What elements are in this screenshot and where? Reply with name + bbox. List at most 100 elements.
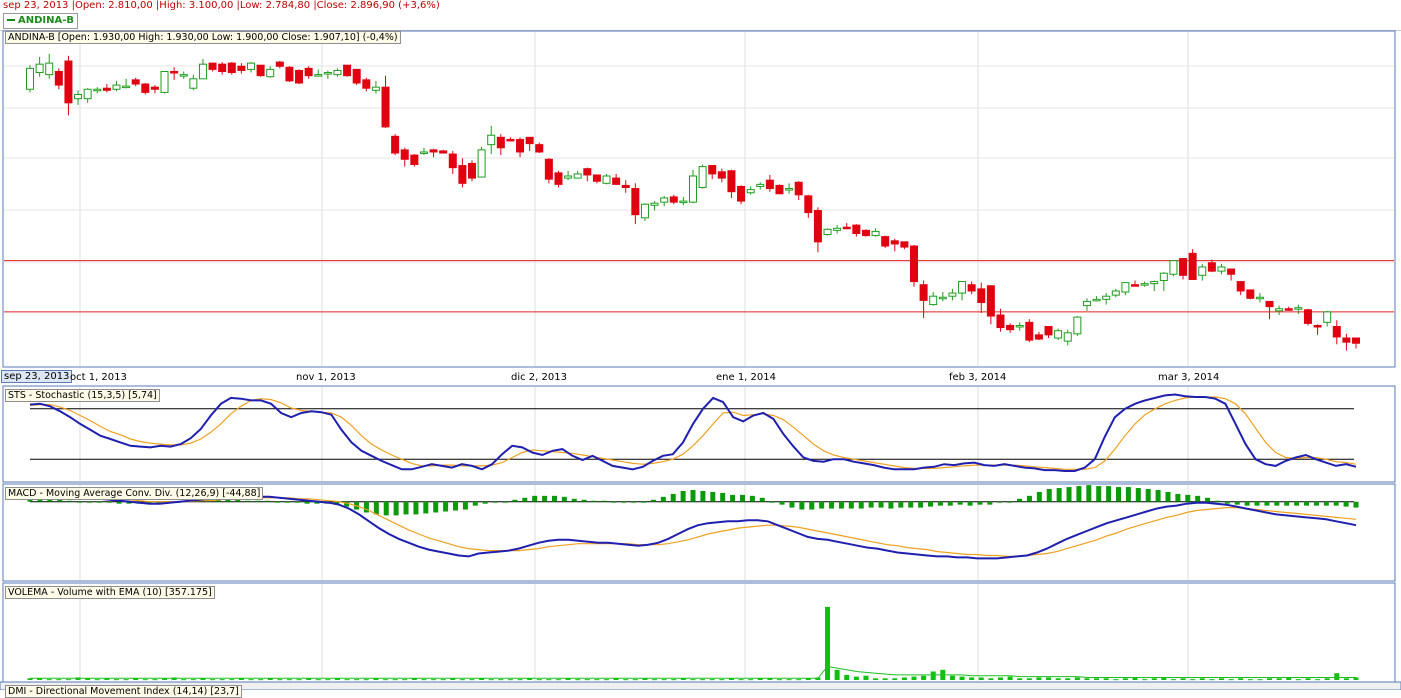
candle-down[interactable] bbox=[208, 62, 217, 70]
candle-up[interactable] bbox=[26, 67, 34, 90]
candle-down[interactable] bbox=[391, 135, 400, 154]
candle-up[interactable] bbox=[698, 166, 707, 189]
candle-up[interactable] bbox=[1140, 283, 1149, 286]
candle-up[interactable] bbox=[689, 175, 697, 203]
candle-down[interactable] bbox=[1303, 309, 1312, 324]
candle-down[interactable] bbox=[54, 70, 63, 86]
candle-up[interactable] bbox=[1015, 324, 1024, 328]
candle-down[interactable] bbox=[1179, 258, 1188, 276]
candle-down[interactable] bbox=[141, 83, 150, 93]
candle-down[interactable] bbox=[1207, 262, 1216, 272]
candle-down[interactable] bbox=[1332, 326, 1341, 338]
candle-down[interactable] bbox=[400, 149, 409, 160]
candle-down[interactable] bbox=[468, 162, 476, 179]
candle-down[interactable] bbox=[631, 188, 640, 216]
candle-up[interactable] bbox=[1063, 332, 1072, 342]
candle-down[interactable] bbox=[737, 185, 746, 202]
candle-up[interactable] bbox=[1054, 330, 1063, 339]
candle-up[interactable] bbox=[333, 69, 342, 76]
candle-up[interactable] bbox=[45, 62, 54, 76]
stochastic-pane[interactable] bbox=[2, 385, 1396, 483]
candle-down[interactable] bbox=[727, 170, 736, 193]
candle-down[interactable] bbox=[64, 60, 73, 104]
candle-up[interactable] bbox=[1169, 260, 1178, 275]
candle-down[interactable] bbox=[621, 184, 630, 189]
candle-up[interactable] bbox=[573, 173, 582, 179]
candle-down[interactable] bbox=[237, 65, 246, 71]
candle-up[interactable] bbox=[93, 88, 102, 92]
candle-down[interactable] bbox=[131, 79, 140, 85]
candle-down[interactable] bbox=[775, 184, 784, 195]
candle-up[interactable] bbox=[640, 203, 649, 219]
candle-down[interactable] bbox=[669, 196, 678, 203]
candle-down[interactable] bbox=[295, 69, 304, 84]
candle-down[interactable] bbox=[842, 226, 851, 230]
candle-up[interactable] bbox=[746, 189, 755, 194]
candle-down[interactable] bbox=[410, 154, 419, 166]
candle-down[interactable] bbox=[986, 285, 995, 317]
candle-up[interactable] bbox=[958, 281, 967, 294]
candle-up[interactable] bbox=[1323, 311, 1332, 323]
candle-up[interactable] bbox=[371, 86, 380, 91]
candle-up[interactable] bbox=[756, 183, 765, 187]
candle-down[interactable] bbox=[227, 62, 236, 74]
candle-down[interactable] bbox=[583, 168, 592, 176]
candle-down[interactable] bbox=[1131, 284, 1139, 287]
candle-up[interactable] bbox=[487, 134, 496, 146]
candle-down[interactable] bbox=[1188, 252, 1197, 280]
candle-down[interactable] bbox=[1006, 324, 1015, 331]
candle-down[interactable] bbox=[1025, 321, 1034, 341]
candle-down[interactable] bbox=[448, 153, 457, 169]
candle-up[interactable] bbox=[660, 197, 669, 203]
candle-up[interactable] bbox=[948, 292, 957, 297]
candle-down[interactable] bbox=[150, 86, 159, 90]
candle-up[interactable] bbox=[1255, 296, 1264, 300]
candle-up[interactable] bbox=[871, 230, 880, 237]
candle-down[interactable] bbox=[535, 144, 544, 153]
candle-up[interactable] bbox=[198, 63, 207, 80]
candle-down[interactable] bbox=[1227, 268, 1236, 275]
candle-up[interactable] bbox=[1121, 282, 1130, 293]
candle-up[interactable] bbox=[679, 200, 688, 204]
candle-up[interactable] bbox=[1102, 295, 1111, 300]
candle-down[interactable] bbox=[170, 70, 179, 74]
candle-up[interactable] bbox=[477, 149, 486, 178]
candle-up[interactable] bbox=[1217, 266, 1226, 272]
candle-up[interactable] bbox=[1073, 316, 1082, 335]
candle-down[interactable] bbox=[275, 61, 284, 67]
candle-down[interactable] bbox=[717, 171, 726, 179]
candle-down[interactable] bbox=[458, 165, 467, 184]
candle-up[interactable] bbox=[35, 63, 44, 74]
candle-down[interactable] bbox=[861, 229, 870, 237]
candle-down[interactable] bbox=[506, 138, 515, 142]
candle-down[interactable] bbox=[525, 136, 534, 145]
candle-down[interactable] bbox=[1265, 300, 1274, 308]
candle-up[interactable] bbox=[160, 70, 169, 93]
candle-down[interactable] bbox=[1246, 289, 1255, 299]
candle-down[interactable] bbox=[362, 79, 371, 89]
candle-down[interactable] bbox=[352, 68, 361, 84]
candle-down[interactable] bbox=[910, 245, 918, 283]
candle-down[interactable] bbox=[285, 66, 294, 82]
candle-up[interactable] bbox=[74, 93, 83, 100]
candle-up[interactable] bbox=[823, 228, 832, 236]
candle-up[interactable] bbox=[419, 151, 428, 154]
price-pane[interactable] bbox=[2, 30, 1396, 368]
candle-down[interactable] bbox=[592, 174, 601, 182]
candle-down[interactable] bbox=[304, 67, 313, 77]
candle-down[interactable] bbox=[381, 86, 390, 128]
candle-up[interactable] bbox=[929, 295, 938, 306]
candle-up[interactable] bbox=[247, 62, 255, 70]
candle-down[interactable] bbox=[881, 236, 890, 247]
candle-up[interactable] bbox=[602, 175, 611, 184]
candle-down[interactable] bbox=[102, 87, 111, 91]
candle-up[interactable] bbox=[1159, 272, 1168, 282]
candle-down[interactable] bbox=[218, 63, 227, 72]
candle-down[interactable] bbox=[813, 209, 822, 243]
candle-down[interactable] bbox=[852, 224, 861, 234]
candle-down[interactable] bbox=[794, 181, 803, 196]
candle-down[interactable] bbox=[967, 284, 976, 292]
candle-down[interactable] bbox=[996, 314, 1005, 329]
candle-up[interactable] bbox=[833, 227, 842, 231]
candle-up[interactable] bbox=[314, 74, 323, 77]
